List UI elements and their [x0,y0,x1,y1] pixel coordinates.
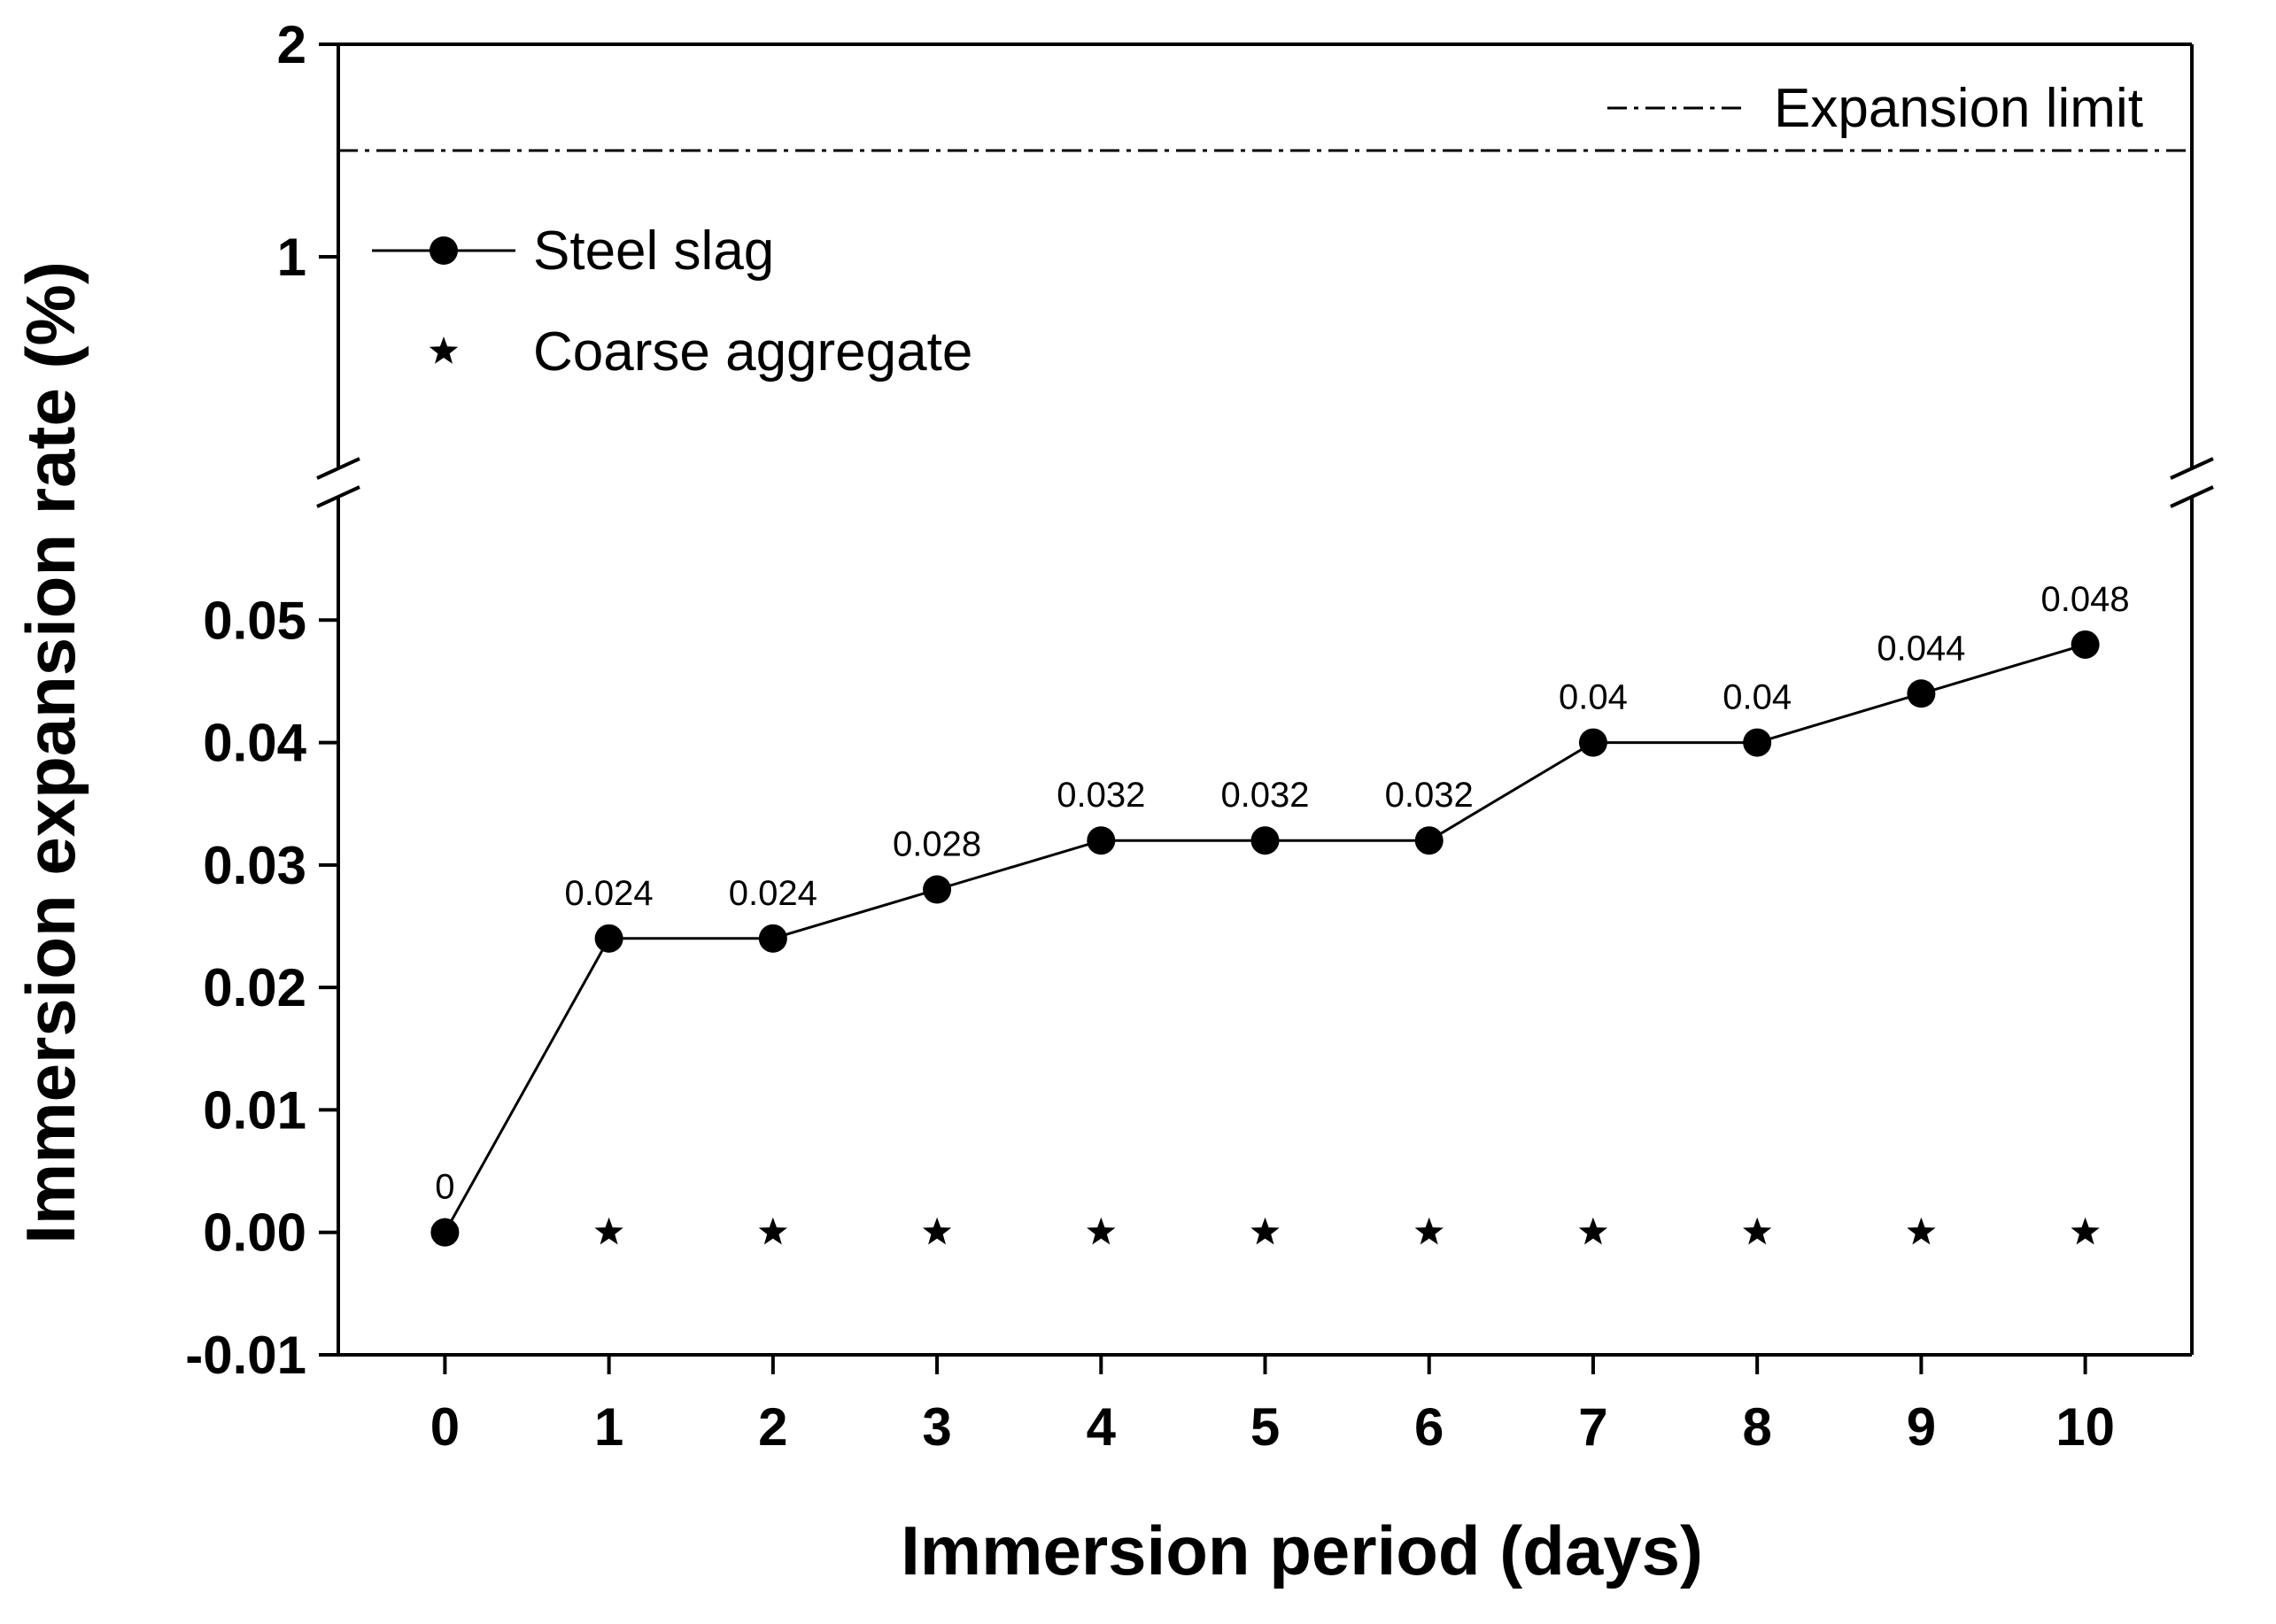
legend-steel-slag-label: Steel slag [533,220,774,282]
steel-slag-point [1578,728,1607,757]
series-layer [430,630,2100,1247]
plot-frame [316,43,2214,1357]
x-tick-label: 4 [1087,1397,1117,1457]
coarse-aggregate-point [1578,1217,1608,1245]
axis-ticks: 0 1 2 3 4 5 6 7 8 9 10-0.010.000.010.020.030.040.0… [185,15,2115,1457]
x-tick-label: 3 [922,1397,951,1457]
y-tick-label: 0.01 [203,1080,306,1140]
steel-slag-data-label: 0.032 [1385,776,1474,815]
steel-slag-data-label: 0.028 [893,825,981,864]
steel-slag-data-label: 0.032 [1057,776,1145,815]
coarse-aggregate-point [1907,1217,1936,1245]
steel-slag-data-label: 0.048 [2041,580,2130,619]
coarse-aggregate-point [1414,1217,1444,1245]
x-tick-label: 2 [758,1397,787,1457]
data-labels: 0 0.024 0.024 0.028 0.032 0.032 0.032 0.04 0.04 0… [435,580,2129,1207]
y-tick-label: 0.04 [203,714,306,773]
y-tick-label: 0.03 [203,836,306,895]
x-tick-label: 0 [430,1397,460,1457]
steel-slag-data-label: 0.044 [1877,629,1965,668]
steel-slag-point [923,875,952,904]
steel-slag-data-label: 0 [435,1168,454,1207]
x-tick-label: 10 [2055,1397,2115,1457]
y-tick-label: 2 [277,15,306,74]
coarse-aggregate-point [1087,1217,1116,1245]
coarse-aggregate-point [430,1217,460,1245]
axis-break-left-1 [316,457,360,480]
y-tick-label: 0.00 [203,1203,306,1263]
x-tick-label: 7 [1578,1397,1607,1457]
steel-slag-point [2071,630,2100,659]
x-tick-label: 6 [1414,1397,1444,1457]
steel-slag-point [758,924,787,953]
steel-slag-data-label: 0.04 [1559,678,1628,717]
legend-steel-slag-marker [430,236,458,265]
steel-slag-data-label: 0.032 [1220,776,1309,815]
legend-coarse-aggregate-label: Coarse aggregate [533,321,972,383]
steel-slag-data-label: 0.024 [565,874,654,913]
legend: Steel slag Coarse aggregate Expansion li… [372,78,2143,383]
steel-slag-point [594,924,623,953]
x-tick-label: 8 [1742,1397,1771,1457]
x-tick-label: 5 [1250,1397,1280,1457]
x-tick-label: 9 [1907,1397,1936,1457]
y-tick-label: 0.02 [203,958,306,1017]
legend-expansion-limit-label: Expansion limit [1774,78,2143,139]
steel-slag-point [1907,679,1936,708]
steel-slag-point [1743,728,1772,757]
coarse-aggregate-point [758,1217,787,1245]
steel-slag-data-label: 0.024 [729,874,817,913]
x-axis-title: Immersion period (days) [901,1512,1703,1589]
axis-break-right-2 [2170,485,2214,508]
steel-slag-point [1414,826,1444,855]
axis-break-right-1 [2170,457,2214,480]
y-tick-label: 1 [277,228,306,287]
coarse-aggregate-point [922,1217,952,1245]
steel-slag-data-label: 0.04 [1722,678,1792,717]
y-axis-title: Immersion expansion rate (%) [12,261,89,1244]
y-tick-label: 0.05 [203,591,306,650]
coarse-aggregate-point [1250,1217,1280,1245]
steel-slag-point [1250,826,1280,855]
coarse-aggregate-point [2071,1217,2100,1245]
coarse-aggregate-point [594,1217,623,1245]
y-tick-label: -0.01 [185,1326,306,1385]
coarse-aggregate-point [1743,1217,1772,1245]
legend-coarse-aggregate-marker [429,336,459,364]
axis-break-left-2 [316,485,360,508]
x-tick-label: 1 [594,1397,623,1457]
steel-slag-line [444,643,2086,1233]
steel-slag-point [1087,826,1116,855]
